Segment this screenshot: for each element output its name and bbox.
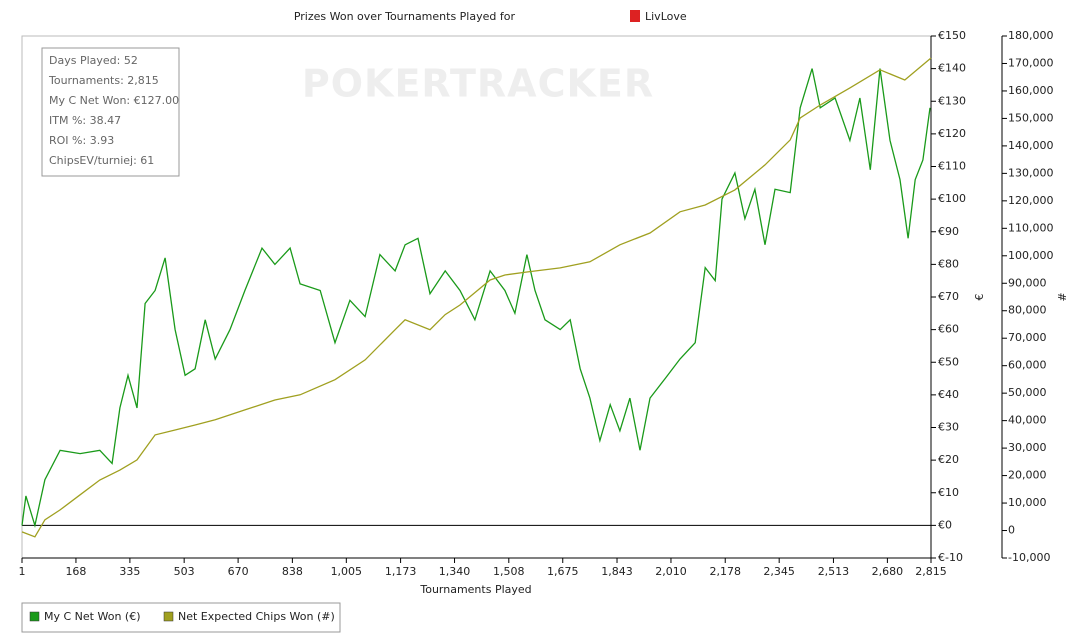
x-tick-label: 1 — [19, 565, 26, 578]
x-tick-label: 838 — [282, 565, 303, 578]
y2-tick-label: 130,000 — [1008, 166, 1054, 179]
y-axis-label: € — [973, 294, 986, 301]
y-tick-label: €120 — [938, 127, 966, 140]
x-tick-label: 1,508 — [493, 565, 525, 578]
stat-line: Days Played: 52 — [49, 54, 138, 67]
y2-tick-label: 100,000 — [1008, 249, 1054, 262]
x-tick-label: 1,843 — [601, 565, 633, 578]
y2-tick-label: 150,000 — [1008, 111, 1054, 124]
chart-title-user: LivLove — [645, 10, 687, 23]
x-tick-label: 2,178 — [709, 565, 741, 578]
x-tick-label: 2,010 — [655, 565, 687, 578]
stat-line: My C Net Won: €127.00 — [49, 94, 179, 107]
y-tick-label: €130 — [938, 94, 966, 107]
y2-tick-label: 90,000 — [1008, 276, 1047, 289]
y-tick-label: €70 — [938, 290, 959, 303]
y-tick-label: €80 — [938, 257, 959, 270]
y-tick-label: €30 — [938, 421, 959, 434]
stat-line: ChipsEV/turniej: 61 — [49, 154, 154, 167]
stat-line: Tournaments: 2,815 — [48, 74, 159, 87]
y2-tick-label: 80,000 — [1008, 304, 1047, 317]
series-line — [21, 68, 931, 528]
chart-title: Prizes Won over Tournaments Played for — [294, 10, 516, 23]
y-tick-label: €150 — [938, 29, 966, 42]
y-tick-label: €60 — [938, 323, 959, 336]
x-tick-label: 1,005 — [331, 565, 363, 578]
legend-swatch — [163, 611, 174, 622]
y2-tick-label: 20,000 — [1008, 469, 1047, 482]
stat-line: ROI %: 3.93 — [49, 134, 114, 147]
x-tick-label: 2,513 — [818, 565, 850, 578]
stat-line: ITM %: 38.47 — [49, 114, 121, 127]
x-tick-label: 2,345 — [763, 565, 795, 578]
y2-tick-label: -10,000 — [1008, 551, 1050, 564]
y-tick-label: €100 — [938, 192, 966, 205]
x-tick-label: 2,680 — [872, 565, 904, 578]
y2-tick-label: 0 — [1008, 524, 1015, 537]
y-tick-label: €50 — [938, 355, 959, 368]
y-tick-label: €90 — [938, 225, 959, 238]
y2-tick-label: 170,000 — [1008, 56, 1054, 69]
y2-tick-label: 120,000 — [1008, 194, 1054, 207]
x-tick-label: 2,815 — [915, 565, 947, 578]
x-tick-label: 335 — [119, 565, 140, 578]
y-tick-label: €10 — [938, 486, 959, 499]
stats-box — [41, 47, 180, 177]
y2-tick-label: 60,000 — [1008, 359, 1047, 372]
y2-tick-label: 160,000 — [1008, 84, 1054, 97]
legend — [21, 602, 341, 633]
y-tick-label: €140 — [938, 62, 966, 75]
y-tick-label: €0 — [938, 518, 952, 531]
y-tick-label: €40 — [938, 388, 959, 401]
x-tick-label: 168 — [65, 565, 86, 578]
y2-tick-label: 70,000 — [1008, 331, 1047, 344]
y2-tick-label: 50,000 — [1008, 386, 1047, 399]
watermark: POKERTRACKER — [302, 62, 654, 106]
x-tick-label: 503 — [174, 565, 195, 578]
y-tick-label: €20 — [938, 453, 959, 466]
y2-tick-label: 140,000 — [1008, 139, 1054, 152]
legend-label: My C Net Won (€) — [44, 610, 141, 623]
x-axis-label: Tournaments Played — [419, 583, 531, 596]
x-tick-label: 1,173 — [385, 565, 417, 578]
y2-axis-label: # — [1056, 292, 1069, 301]
y2-tick-label: 40,000 — [1008, 414, 1047, 427]
y2-tick-label: 180,000 — [1008, 29, 1054, 42]
y-tick-label: €110 — [938, 160, 966, 173]
x-tick-label: 1,675 — [547, 565, 579, 578]
user-icon — [630, 10, 640, 22]
x-tick-label: 670 — [228, 565, 249, 578]
y-tick-label: €-10 — [938, 551, 963, 564]
y2-tick-label: 30,000 — [1008, 441, 1047, 454]
legend-swatch — [29, 611, 40, 622]
x-tick-label: 1,340 — [439, 565, 471, 578]
legend-label: Net Expected Chips Won (#) — [178, 610, 335, 623]
series-line — [21, 57, 932, 538]
y2-tick-label: 110,000 — [1008, 221, 1054, 234]
y2-tick-label: 10,000 — [1008, 496, 1047, 509]
